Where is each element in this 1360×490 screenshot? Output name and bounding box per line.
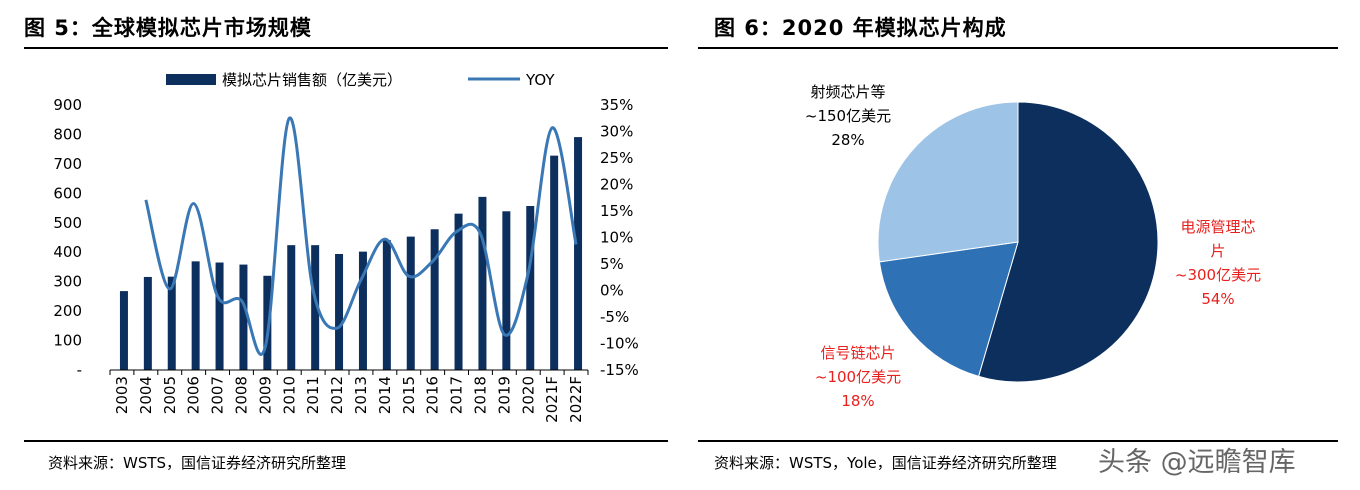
source-rule bbox=[24, 440, 668, 442]
y-right-tick-label: 30% bbox=[600, 123, 633, 141]
pie-label: 片 bbox=[1210, 242, 1225, 260]
y-left-tick-label: 100 bbox=[53, 332, 82, 350]
bar bbox=[550, 155, 559, 370]
x-tick-label: 2021F bbox=[543, 376, 561, 423]
pie-label: ~300亿美元 bbox=[1175, 266, 1261, 284]
y-right-tick-label: 20% bbox=[600, 176, 633, 194]
bar-line-chart: 模拟芯片销售额（亿美元） YOY - 100 200 300 400 500 600 700 800… bbox=[53, 71, 639, 423]
bar bbox=[167, 276, 176, 370]
x-tick-label: 2010 bbox=[280, 376, 298, 414]
pie-label: 18% bbox=[841, 392, 874, 410]
figure-5-source: 资料来源：WSTS，国信证券经济研究所整理 bbox=[48, 454, 347, 472]
bar bbox=[335, 253, 344, 370]
x-tick-label: 2020 bbox=[519, 376, 537, 414]
y-left-tick-label: 200 bbox=[53, 302, 82, 320]
y-left-tick-label: 500 bbox=[53, 214, 82, 232]
y-right-tick-label: 5% bbox=[600, 255, 624, 273]
bar bbox=[215, 262, 224, 370]
figure-6-title: 图 6：2020 年模拟芯片构成 bbox=[714, 16, 1007, 40]
x-tick-label: 2014 bbox=[376, 376, 394, 414]
bar bbox=[574, 137, 583, 370]
legend-bar-label: 模拟芯片销售额（亿美元） bbox=[222, 71, 402, 89]
bar bbox=[287, 245, 296, 370]
watermark: 头条 @远瞻智库 bbox=[1098, 447, 1296, 478]
y-left-tick-label: 300 bbox=[53, 273, 82, 291]
y-left-tick-label: 800 bbox=[53, 125, 82, 143]
title-rule bbox=[24, 47, 668, 49]
y-left-tick-label: 700 bbox=[53, 155, 82, 173]
source-rule bbox=[698, 440, 1338, 442]
pie-label: 54% bbox=[1201, 290, 1234, 308]
x-tick-label: 2012 bbox=[328, 376, 346, 414]
bar bbox=[382, 240, 391, 370]
y-right-tick-label: 15% bbox=[600, 202, 633, 220]
bar bbox=[119, 291, 128, 370]
y-left-tick-label: - bbox=[77, 361, 82, 379]
y-right-tick-label: 35% bbox=[600, 96, 633, 114]
y-left-tick-label: 900 bbox=[53, 96, 82, 114]
y-right-tick-label: -5% bbox=[600, 308, 629, 326]
figure-5-panel: 图 5：全球模拟芯片市场规模 模拟芯片销售额（亿美元） YOY - 100 200 300… bbox=[0, 0, 668, 487]
x-tick-label: 2018 bbox=[471, 376, 489, 414]
y-right-tick-label: -10% bbox=[600, 335, 639, 353]
x-tick-label: 2007 bbox=[209, 376, 227, 414]
bar bbox=[239, 264, 248, 370]
yoy-line bbox=[144, 116, 578, 356]
y-left-tick-label: 400 bbox=[53, 243, 82, 261]
bar bbox=[502, 211, 511, 370]
x-tick-label: 2004 bbox=[137, 376, 155, 414]
y-right-tick-label: 10% bbox=[600, 229, 633, 247]
figure-5-title: 图 5：全球模拟芯片市场规模 bbox=[24, 16, 312, 40]
y-left-tick-label: 600 bbox=[53, 184, 82, 202]
y-right-tick-label: 25% bbox=[600, 149, 633, 167]
bar bbox=[191, 261, 200, 370]
x-tick-label: 2015 bbox=[400, 376, 418, 414]
pie-label: ~100亿美元 bbox=[815, 368, 901, 386]
x-tick-label: 2022F bbox=[567, 376, 585, 423]
pie-label: ~150亿美元 bbox=[805, 107, 891, 125]
x-tick-label: 2008 bbox=[232, 376, 250, 414]
x-tick-label: 2003 bbox=[113, 376, 131, 414]
x-tick-label: 2013 bbox=[352, 376, 370, 414]
legend-bar-swatch bbox=[166, 74, 216, 85]
bar bbox=[430, 229, 439, 370]
y-right-tick-label: 0% bbox=[600, 282, 624, 300]
x-tick-label: 2005 bbox=[161, 376, 179, 414]
figure-6-panel: 图 6：2020 年模拟芯片构成 电源管理芯片 ~300亿美元 54% 信号链芯片 ~1… bbox=[698, 0, 1338, 487]
x-tick-label: 2011 bbox=[304, 376, 322, 414]
pie-slice bbox=[977, 101, 1159, 383]
pie-label: 电源管理芯 bbox=[1180, 218, 1255, 236]
x-tick-label: 2006 bbox=[185, 376, 203, 414]
pie-slice bbox=[877, 101, 1019, 263]
bar bbox=[311, 245, 320, 370]
bar bbox=[406, 236, 415, 370]
bar bbox=[454, 213, 463, 370]
pie-label: 信号链芯片 bbox=[820, 344, 895, 362]
figure-6-source: 资料来源：WSTS，Yole，国信证券经济研究所整理 bbox=[714, 454, 1057, 472]
pie-label: 28% bbox=[831, 131, 864, 149]
bar bbox=[143, 276, 152, 370]
x-tick-label: 2009 bbox=[256, 376, 274, 414]
pie-slice bbox=[878, 241, 1019, 377]
title-rule bbox=[698, 47, 1338, 49]
bar bbox=[526, 205, 535, 370]
legend-line-label: YOY bbox=[525, 71, 555, 89]
bar bbox=[358, 251, 367, 370]
bar bbox=[478, 196, 487, 370]
x-tick-label: 2017 bbox=[448, 376, 466, 414]
x-tick-label: 2019 bbox=[495, 376, 513, 414]
pie-label: 射频芯片等 bbox=[810, 83, 885, 101]
y-right-tick-label: -15% bbox=[600, 361, 639, 379]
x-tick-label: 2016 bbox=[424, 376, 442, 414]
